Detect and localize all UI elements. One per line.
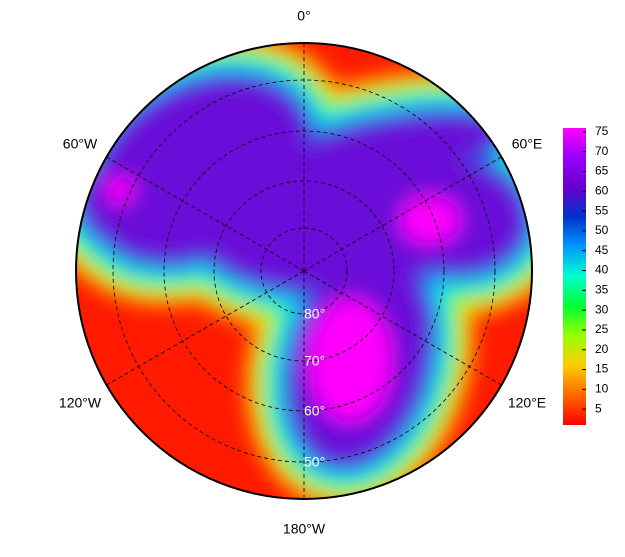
- colorbar-tick-label: 25: [595, 322, 609, 336]
- latitude-label: 80°: [304, 306, 325, 322]
- colorbar-tick-label: 15: [595, 362, 609, 376]
- colorbar-tick-label: 10: [595, 382, 609, 396]
- field-region: [400, 196, 460, 244]
- colorbar-tick-label: 50: [595, 223, 609, 237]
- colorbar-tick-label: 60: [595, 184, 609, 198]
- latitude-label: 70°: [304, 353, 325, 369]
- meridian: [303, 156, 502, 272]
- colorbar-tick-label: 30: [595, 302, 609, 316]
- colorbar-tick-label: 65: [595, 164, 609, 178]
- field: [76, 43, 532, 499]
- meridian: [106, 156, 305, 272]
- colorbar: [563, 128, 586, 425]
- field-region: [281, 116, 499, 184]
- longitude-label: 0°: [297, 8, 310, 24]
- colorbar-tick-label: 45: [595, 243, 609, 257]
- field-region: [106, 176, 134, 204]
- colorbar-tick-label: 5: [595, 401, 602, 415]
- longitude-label: 120°W: [59, 395, 102, 411]
- map-border: [75, 42, 533, 500]
- colorbar-tick-label: 35: [595, 283, 609, 297]
- colorbar-tick-label: 75: [595, 124, 609, 138]
- field-region: [308, 298, 392, 422]
- colorbar-tick-label: 40: [595, 263, 609, 277]
- meridian: [303, 270, 502, 386]
- longitude-label: 120°E: [508, 395, 546, 411]
- longitude-label: 60°E: [512, 136, 543, 152]
- latitude-label: 60°: [304, 403, 325, 419]
- graticule: [106, 43, 502, 499]
- colorbar-tick-label: 55: [595, 203, 609, 217]
- colorbar-tick-label: 20: [595, 342, 609, 356]
- colorbar-tick-label: 70: [595, 144, 609, 158]
- longitude-label: 60°W: [63, 136, 98, 152]
- latitude-label: 50°: [304, 454, 325, 470]
- meridian: [106, 270, 305, 386]
- longitude-label: 180°W: [283, 521, 326, 537]
